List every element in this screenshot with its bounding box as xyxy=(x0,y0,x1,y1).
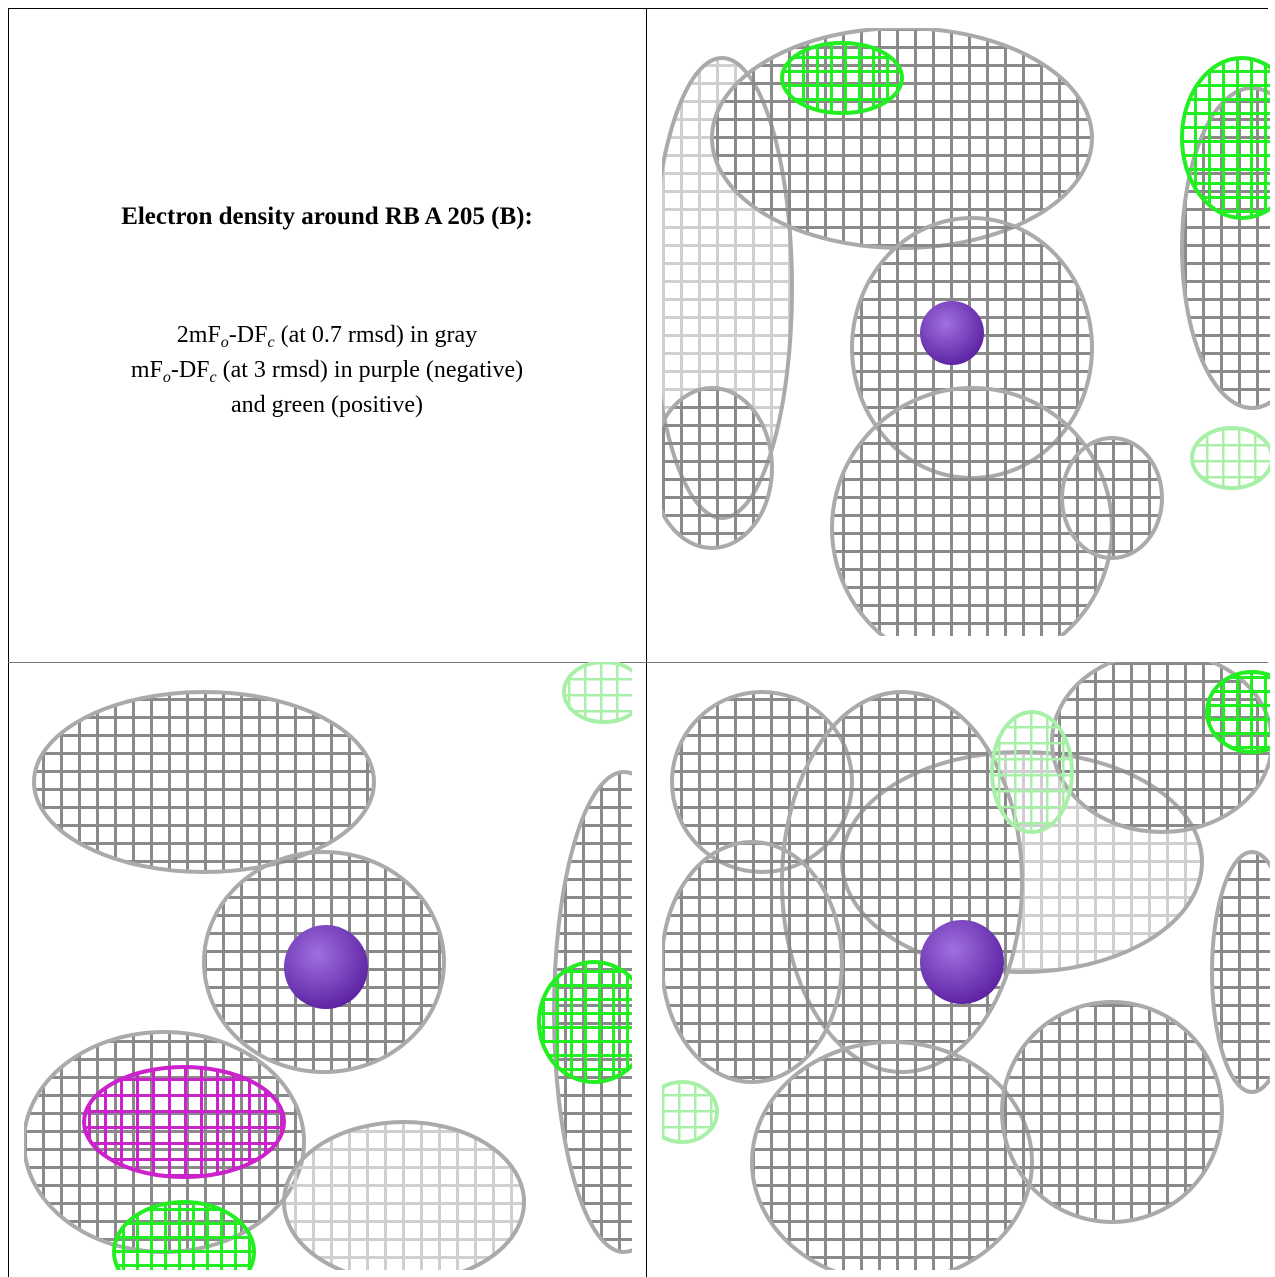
subscript: o xyxy=(162,369,171,386)
text: 2mF xyxy=(176,322,221,348)
text: (at 3 rmsd) in purple (negative) xyxy=(216,357,524,383)
caption-title: Electron density around RB A 205 (B): xyxy=(121,203,533,230)
atom xyxy=(284,925,368,1009)
subscript: o xyxy=(220,334,229,351)
border xyxy=(8,8,9,1277)
border xyxy=(8,8,1268,9)
caption-lines: 2mFo-DFc (at 0.7 rmsd) in gray mFo-DFc (… xyxy=(9,318,645,423)
atom xyxy=(920,301,984,365)
border xyxy=(646,8,647,1277)
density-image xyxy=(662,28,1270,636)
border xyxy=(8,662,1268,663)
text: -DF xyxy=(170,357,210,383)
subscript: c xyxy=(209,369,217,386)
caption-line: mFo-DFc (at 3 rmsd) in purple (negative) xyxy=(9,353,645,388)
text: and green (positive) xyxy=(231,392,423,418)
caption-line: 2mFo-DFc (at 0.7 rmsd) in gray xyxy=(9,318,645,353)
text: mF xyxy=(130,357,163,383)
density-image xyxy=(662,662,1270,1270)
caption-line: and green (positive) xyxy=(9,388,645,423)
text: -DF xyxy=(228,322,268,348)
density-image xyxy=(24,662,632,1270)
text: (at 0.7 rmsd) in gray xyxy=(274,322,478,348)
subscript: c xyxy=(267,334,275,351)
atom xyxy=(920,920,1004,1004)
